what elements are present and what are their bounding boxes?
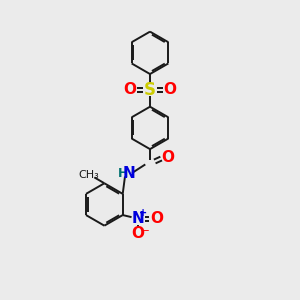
Text: +: + xyxy=(139,208,147,218)
Text: N: N xyxy=(132,211,144,226)
Text: CH₃: CH₃ xyxy=(79,170,99,180)
Text: H: H xyxy=(118,167,129,180)
Text: ⁻: ⁻ xyxy=(142,227,149,240)
Text: O: O xyxy=(164,82,176,97)
Text: O: O xyxy=(124,82,136,97)
Text: O: O xyxy=(150,211,163,226)
Text: O: O xyxy=(161,150,174,165)
Text: N: N xyxy=(122,166,135,181)
Text: O: O xyxy=(131,226,145,242)
Text: S: S xyxy=(144,81,156,99)
